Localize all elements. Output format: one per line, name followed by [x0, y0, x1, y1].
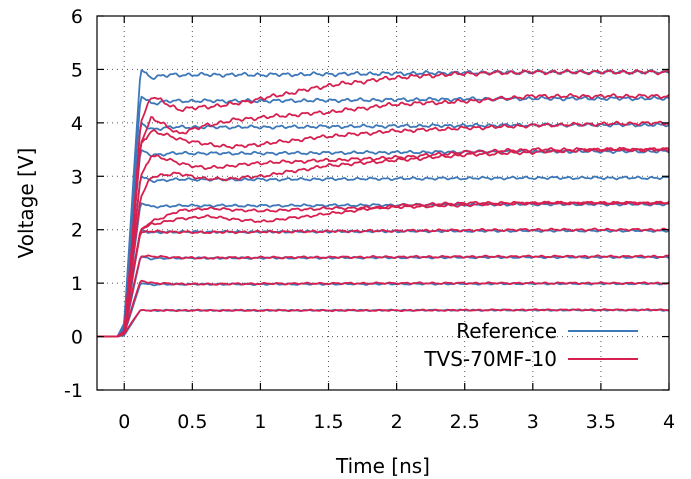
reference-curve	[97, 308, 669, 338]
reference-curve	[97, 202, 670, 338]
y-tick-label: 0	[71, 327, 83, 349]
tvs-curve	[97, 68, 670, 338]
reference-curve	[97, 175, 670, 338]
tvs-curve	[97, 120, 670, 338]
y-tick-label: 4	[71, 113, 83, 135]
plot-frame	[96, 15, 670, 391]
x-tick-label: 4	[663, 411, 675, 433]
y-tick-label: 2	[71, 220, 83, 242]
tvs-curve	[97, 146, 670, 338]
x-tick-label: 3.5	[586, 411, 616, 433]
y-tick-label: 6	[71, 6, 83, 28]
tvs-curve	[97, 279, 670, 338]
x-tick-label: 1.5	[313, 411, 343, 433]
x-tick-label: 0	[118, 411, 130, 433]
tvs-curve	[97, 227, 670, 338]
legend-label-reference: Reference	[456, 319, 557, 343]
reference-curve	[97, 95, 670, 338]
y-tick-label: -1	[64, 380, 83, 402]
x-tick-label: 1	[254, 411, 266, 433]
y-axis-label: Voltage [V]	[14, 148, 38, 259]
reference-curve	[97, 255, 670, 338]
tvs-curve	[97, 93, 670, 338]
plot-curves	[97, 68, 670, 338]
y-tick-label: 3	[71, 166, 83, 188]
y-tick-label: 1	[71, 273, 83, 295]
x-tick-label: 2.5	[450, 411, 480, 433]
tvs-curve	[97, 254, 670, 338]
legend-label-tvs: TVS-70MF-10	[423, 347, 557, 371]
tvs-curve	[97, 200, 670, 338]
tick-labels: 0 0.5 1 1.5 2 2.5 3 3.5 4 -1 0 1 2 3 4 5 6	[64, 6, 675, 433]
axis-ticks	[97, 15, 670, 391]
x-axis-label: Time [ns]	[335, 454, 430, 478]
tvs-curve	[97, 200, 670, 338]
x-tick-label: 2	[391, 411, 403, 433]
y-tick-label: 5	[71, 59, 83, 81]
legend: Reference TVS-70MF-10	[423, 319, 638, 371]
tvs-curve	[97, 308, 670, 338]
x-tick-label: 0.5	[177, 411, 207, 433]
x-tick-label: 3	[527, 411, 539, 433]
